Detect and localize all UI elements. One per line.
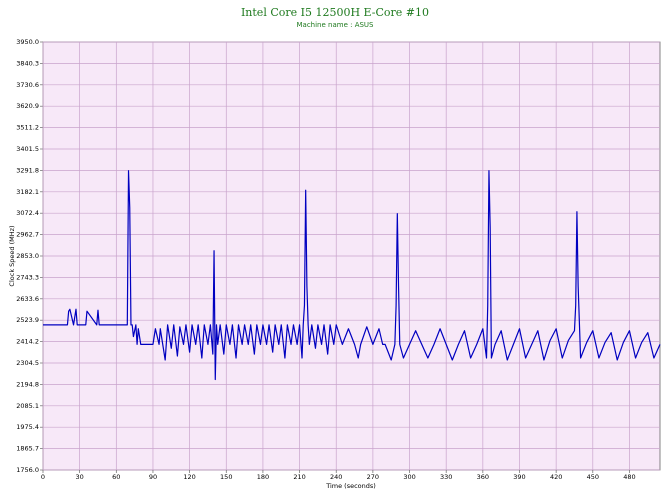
- y-tick-label: 2304.5: [16, 359, 39, 367]
- y-tick-label: 3511.2: [16, 124, 39, 132]
- x-tick-label: 180: [257, 473, 269, 481]
- x-tick-label: 330: [440, 473, 452, 481]
- y-tick-label: 1756.0: [16, 466, 39, 474]
- y-tick-label: 2962.7: [16, 231, 39, 239]
- y-tick-label: 1865.7: [16, 445, 39, 453]
- y-tick-label: 2414.2: [16, 338, 39, 346]
- y-tick-label: 3182.1: [16, 188, 39, 196]
- x-tick-label: 450: [587, 473, 599, 481]
- y-tick-label: 3950.0: [16, 38, 39, 46]
- x-tick-label: 300: [403, 473, 415, 481]
- data-line: [43, 170, 661, 381]
- x-tick-label: 240: [330, 473, 342, 481]
- x-tick-label: 30: [76, 473, 84, 481]
- y-tick-label: 2853.0: [16, 252, 39, 260]
- x-tick-label: 210: [293, 473, 305, 481]
- x-tick-label: 420: [550, 473, 562, 481]
- chart-subtitle: Machine name : ASUS: [297, 21, 375, 29]
- x-tick-label: 480: [623, 473, 635, 481]
- x-tick-label: 0: [41, 473, 45, 481]
- y-tick-label: 1975.4: [16, 423, 39, 431]
- y-axis-label: Clock Speed (MHz): [8, 225, 16, 286]
- y-tick-label: 3730.6: [16, 81, 39, 89]
- x-axis-label: Time (seconds): [325, 482, 376, 490]
- y-tick-label: 3291.8: [16, 166, 39, 174]
- x-tick-label: 90: [149, 473, 157, 481]
- y-tick-label: 3072.4: [16, 209, 39, 217]
- x-tick-label: 150: [220, 473, 232, 481]
- y-tick-label: 2743.3: [16, 273, 39, 281]
- x-tick-label: 270: [367, 473, 379, 481]
- x-tick-label: 360: [477, 473, 489, 481]
- y-tick-label: 2633.6: [16, 295, 39, 303]
- y-tick-label: 2194.8: [16, 380, 39, 388]
- y-tick-label: 3401.5: [16, 145, 39, 153]
- y-tick-label: 2523.9: [16, 316, 39, 324]
- x-tick-label: 390: [513, 473, 525, 481]
- x-tick-label: 120: [183, 473, 195, 481]
- y-tick-label: 3620.9: [16, 102, 39, 110]
- y-tick-label: 3840.3: [16, 59, 39, 67]
- y-tick-label: 2085.1: [16, 402, 39, 410]
- x-tick-label: 60: [112, 473, 120, 481]
- chart-title: Intel Core I5 12500H E-Core #10: [241, 6, 429, 19]
